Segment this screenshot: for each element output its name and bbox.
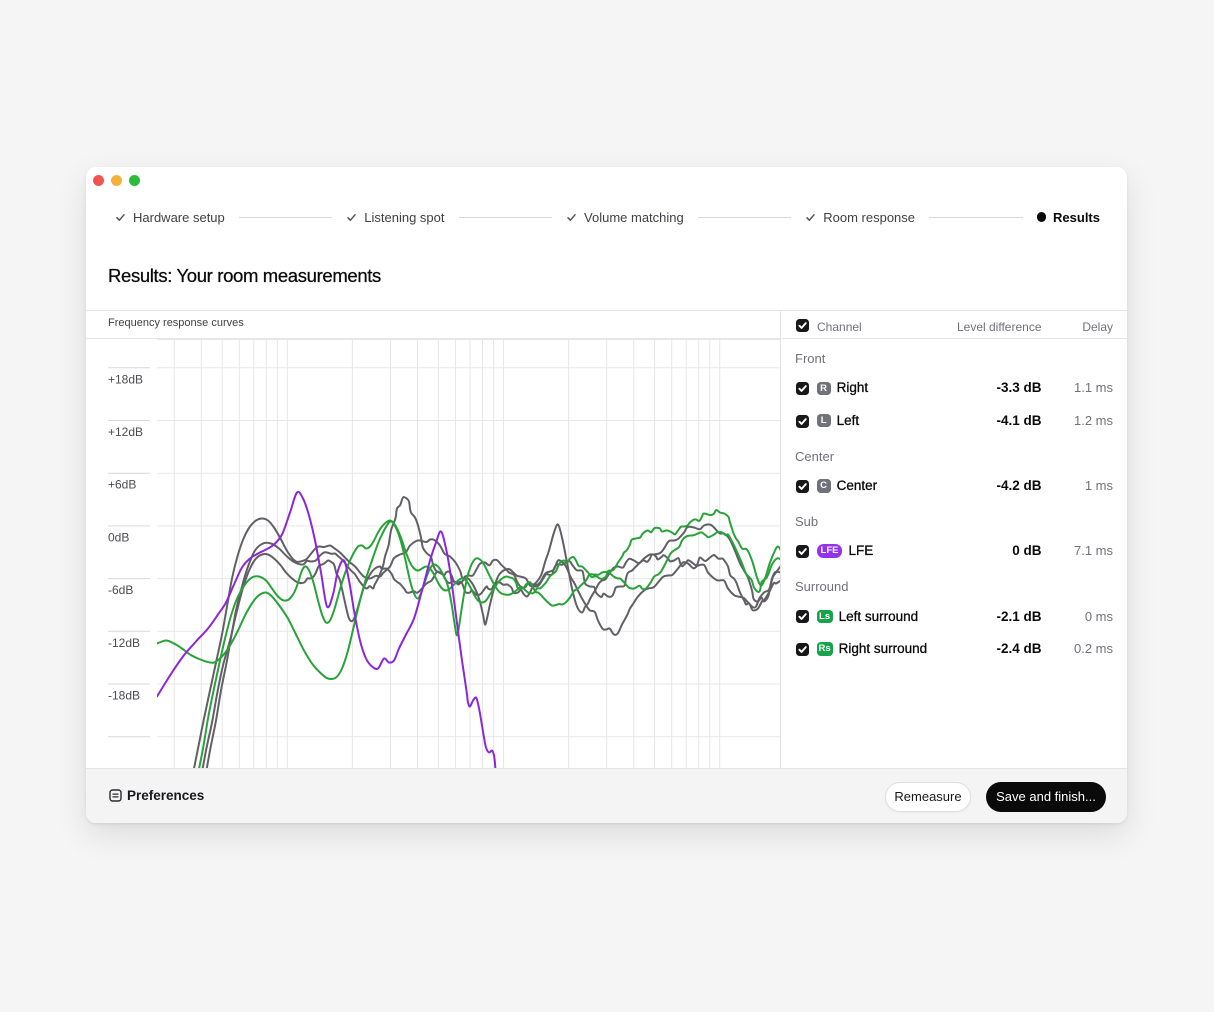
svg-text:-6dB: -6dB (108, 583, 133, 597)
svg-text:+18dB: +18dB (108, 372, 143, 386)
svg-text:+6dB: +6dB (108, 478, 136, 492)
svg-text:-18dB: -18dB (108, 689, 140, 703)
svg-text:-12dB: -12dB (108, 636, 140, 650)
svg-text:+12dB: +12dB (108, 425, 143, 439)
svg-text:0dB: 0dB (108, 530, 129, 544)
